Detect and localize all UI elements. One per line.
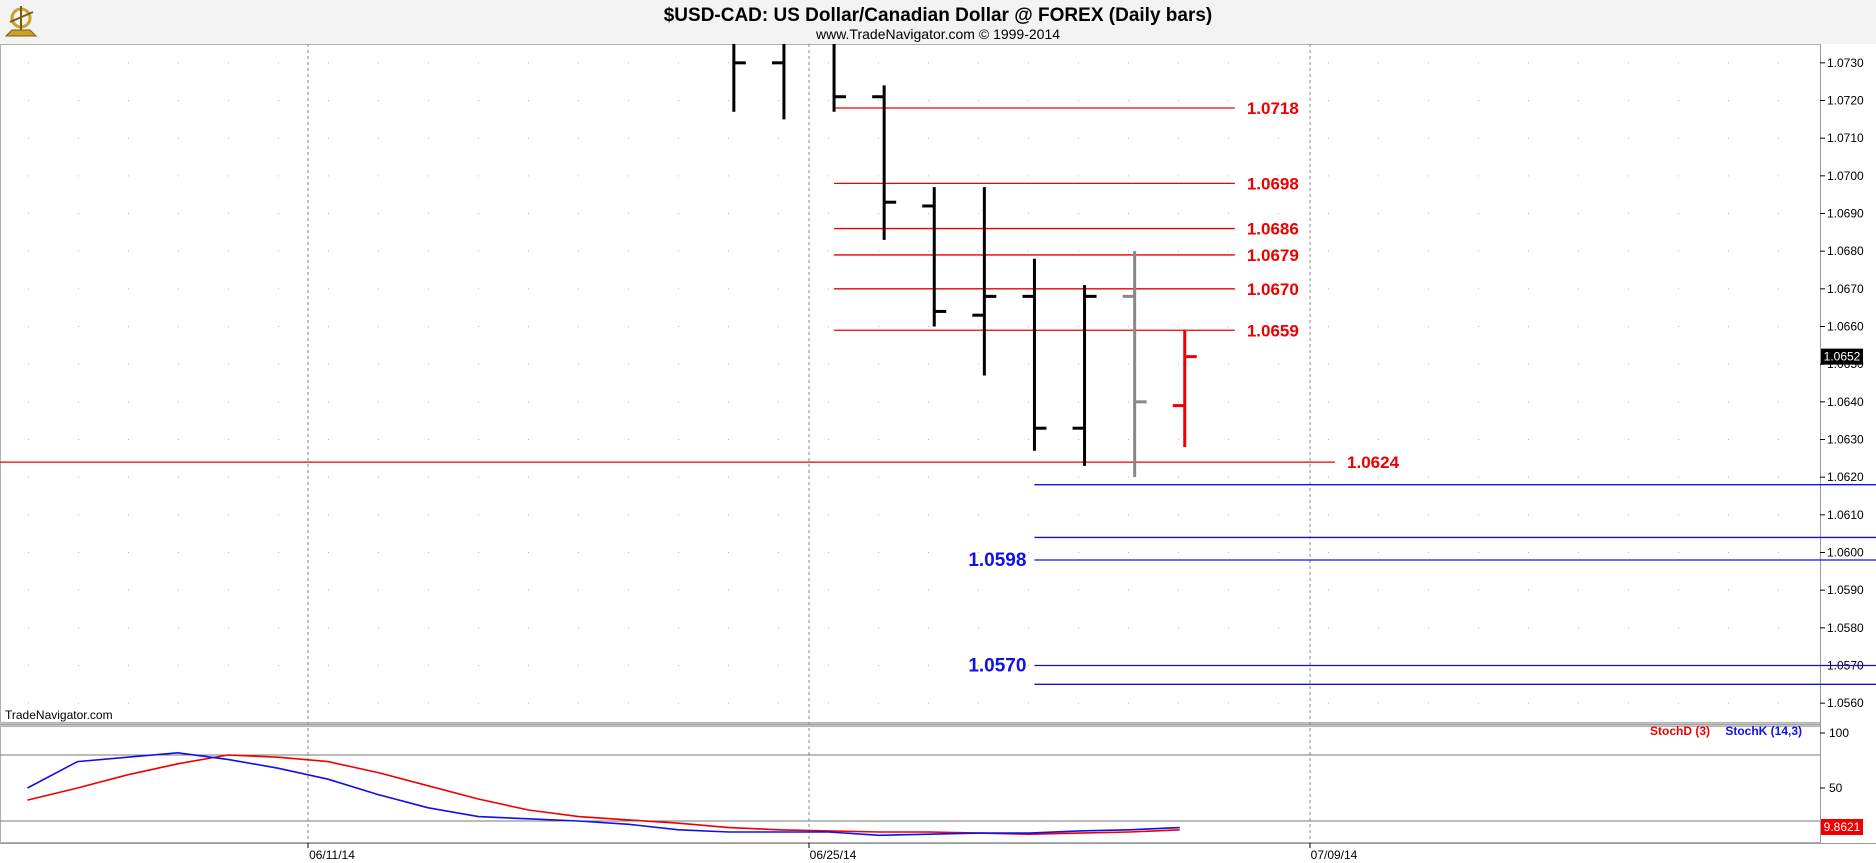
level-label-1.0679: 1.0679 [1247, 246, 1299, 265]
level-label-1.0718: 1.0718 [1247, 99, 1299, 118]
ohlc-bar [1022, 258, 1047, 451]
y-tick-label: 1.0620 [1827, 470, 1864, 484]
price-y-axis: 1.0730 1.0720 1.0710 1.0700 1.0690 1.0680 1.06… [1820, 56, 1864, 710]
level-label-1.0598: 1.0598 [968, 550, 1026, 571]
stoch-tick-label: 50 [1829, 781, 1843, 795]
stoch-line-k [27, 751, 1180, 837]
price-pane-border [0, 44, 1821, 723]
level-label-1.0570: 1.0570 [968, 656, 1026, 677]
logo-icon [4, 6, 38, 37]
level-label-1.0698: 1.0698 [1247, 174, 1299, 193]
ohlc-bar [922, 187, 947, 327]
y-tick-label: 1.0600 [1827, 546, 1864, 560]
x-tick-label: 06/11/14 [309, 848, 355, 862]
y-tick-label: 1.0560 [1827, 696, 1864, 710]
level-label-1.0659: 1.0659 [1247, 321, 1299, 340]
support-resistance-levels: 1.0718 1.0698 1.0686 1.0679 1.0670 1.0659 1.06… [0, 99, 1876, 685]
y-tick-label: 1.0700 [1827, 169, 1864, 183]
level-label-1.0686: 1.0686 [1247, 220, 1299, 239]
ohlc-bar [732, 44, 746, 112]
x-axis: 06/11/14 06/25/14 07/09/14 [307, 843, 1358, 862]
y-tick-label: 1.0690 [1827, 207, 1864, 221]
y-tick-label: 1.0610 [1827, 508, 1864, 522]
legend-stochk: StochK (14,3) [1725, 724, 1802, 738]
grid [0, 44, 1820, 843]
ohlc-bar [1072, 285, 1097, 466]
chart-title: $USD-CAD: US Dollar/Canadian Dollar @ FO… [664, 5, 1213, 26]
level-label-1.0624: 1.0624 [1347, 453, 1400, 472]
header-band [0, 0, 1876, 44]
ohlc-bars [732, 44, 1197, 478]
y-tick-label: 1.0670 [1827, 282, 1864, 296]
last-price-badge [1821, 348, 1863, 365]
ohlc-bar [832, 44, 847, 112]
stoch-pane-border [0, 726, 1821, 843]
y-tick-label: 1.0660 [1827, 320, 1864, 334]
legend-stochd: StochD (3) [1650, 724, 1710, 738]
ohlc-bar [972, 187, 997, 376]
y-tick-label: 1.0580 [1827, 621, 1864, 635]
stochastic-panel: 100 50 [0, 726, 1849, 837]
ohlc-bar [771, 44, 786, 120]
last-stoch-label: 9.8621 [1824, 820, 1861, 834]
ohlc-bar [872, 85, 897, 240]
y-tick-label: 1.0720 [1827, 94, 1864, 108]
level-label-1.0670: 1.0670 [1247, 280, 1299, 299]
last-price-label: 1.0652 [1824, 350, 1861, 364]
y-tick-label: 1.0710 [1827, 131, 1864, 145]
y-tick-label: 1.0730 [1827, 56, 1864, 70]
y-tick-label: 1.0640 [1827, 395, 1864, 409]
ohlc-bar [1172, 330, 1197, 448]
last-stoch-badge [1821, 819, 1863, 835]
chart-subtitle: www.TradeNavigator.com © 1999-2014 [815, 26, 1060, 42]
credit-label: TradeNavigator.com [5, 708, 113, 722]
y-tick-label: 1.0630 [1827, 433, 1864, 447]
x-tick-label: 06/25/14 [810, 848, 857, 862]
y-tick-label: 1.0680 [1827, 244, 1864, 258]
stoch-tick-label: 100 [1829, 726, 1849, 740]
x-tick-label: 07/09/14 [1311, 848, 1358, 862]
ohlc-bar [1122, 251, 1147, 478]
y-tick-label: 1.0590 [1827, 583, 1864, 597]
